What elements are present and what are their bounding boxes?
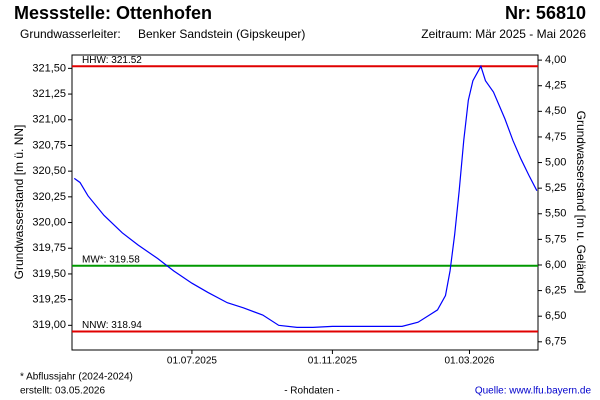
aquifer-label: Grundwasserleiter: (20, 27, 121, 41)
y2-tick-label: 5,25 (545, 182, 566, 194)
aquifer: Benker Sandstein (Gipskeuper) (138, 27, 305, 41)
y-tick-label: 321,25 (32, 88, 66, 100)
y-tick-label: 319,25 (32, 294, 66, 306)
y-tick-label: 320,00 (32, 216, 66, 228)
source-link[interactable]: Quelle: www.lfu.bayern.de (475, 386, 592, 397)
y2-axis-label: Grundwasserstand [m u. Gelände] (574, 111, 588, 294)
y2-tick-label: 5,00 (545, 156, 566, 168)
y2-tick-label: 6,75 (545, 336, 566, 348)
y-tick-label: 320,75 (32, 139, 66, 151)
y2-tick-label: 5,75 (545, 233, 566, 245)
y2-tick-label: 4,50 (545, 105, 566, 117)
y2-tick-label: 4,25 (545, 80, 566, 92)
y2-tick-label: 5,50 (545, 208, 566, 220)
footnote: * Abflussjahr (2024-2024) (20, 372, 133, 383)
data-line (73, 64, 538, 328)
x-tick-label: 01.07.2025 (167, 356, 217, 367)
y2-tick-label: 6,50 (545, 310, 566, 322)
y-tick-label: 319,75 (32, 242, 66, 254)
x-tick-label: 01.11.2025 (308, 356, 358, 367)
y-tick-label: 320,50 (32, 165, 66, 177)
reference-label: MW*: 319.58 (82, 254, 140, 265)
y-tick-label: 321,50 (32, 62, 66, 74)
reference-label: NNW: 318.94 (82, 320, 142, 331)
y-tick-label: 319,00 (32, 319, 66, 331)
y2-tick-label: 4,00 (545, 54, 566, 66)
y-axis-label: Grundwasserstand [m ü. NN] (12, 125, 26, 280)
reference-label: HHW: 321.52 (82, 55, 142, 66)
chart-title: Messstelle: Ottenhofen (14, 3, 212, 23)
plot-frame (71, 54, 539, 351)
station-number: Nr: 56810 (505, 3, 586, 23)
data-note: - Rohdaten - (284, 386, 340, 397)
period: Zeitraum: Mär 2025 - Mai 2026 (421, 27, 586, 41)
created-date: erstellt: 03.05.2026 (20, 386, 105, 397)
y-tick-label: 320,25 (32, 191, 66, 203)
y2-tick-label: 6,00 (545, 259, 566, 271)
y-tick-label: 319,50 (32, 268, 66, 280)
y2-tick-label: 6,25 (545, 284, 566, 296)
y-tick-label: 321,00 (32, 114, 66, 126)
x-tick-label: 01.03.2026 (444, 356, 494, 367)
y2-tick-label: 4,75 (545, 131, 566, 143)
